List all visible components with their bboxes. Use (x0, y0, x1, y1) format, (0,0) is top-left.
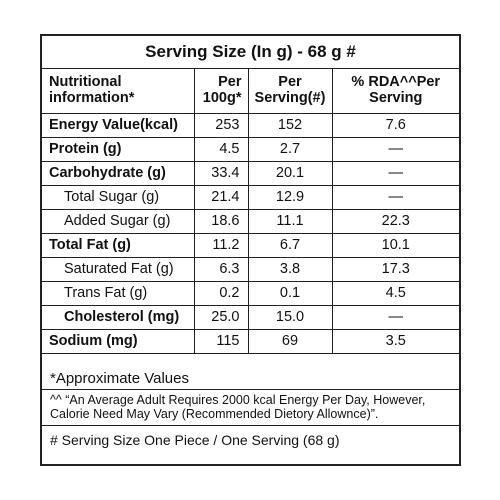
header-per-100g: Per 100g* (193, 68, 249, 114)
row-rda: — (331, 160, 459, 186)
row-per-serving: 20.1 (247, 160, 333, 186)
row-per-100g: 21.4 (193, 184, 249, 210)
table-row: Total Fat (g) 11.2 6.7 10.1 (42, 232, 459, 258)
row-label: Carbohydrate (g) (42, 160, 195, 186)
table-row: Saturated Fat (g) 6.3 3.8 17.3 (42, 256, 459, 282)
row-label: Energy Value(kcal) (42, 112, 195, 138)
row-label: Trans Fat (g) (42, 280, 195, 306)
header-col2-line1: Per (278, 74, 302, 91)
row-per-100g: 0.2 (193, 280, 249, 306)
serving-size-title: Serving Size (In g) - 68 g # (42, 36, 459, 69)
row-label: Total Fat (g) (42, 232, 195, 258)
row-rda: — (331, 304, 459, 330)
row-per-100g: 4.5 (193, 136, 249, 162)
header-per-serving: Per Serving(#) (247, 68, 333, 114)
row-per-serving: 152 (247, 112, 333, 138)
row-per-serving: 11.1 (247, 208, 333, 234)
row-label: Sodium (mg) (42, 328, 195, 354)
table-row: Added Sugar (g) 18.6 11.1 22.3 (42, 208, 459, 234)
row-label: Total Sugar (g) (42, 184, 195, 210)
table-row: Carbohydrate (g) 33.4 20.1 — (42, 160, 459, 186)
table-row: Trans Fat (g) 0.2 0.1 4.5 (42, 280, 459, 306)
row-rda: 7.6 (331, 112, 459, 138)
table-header-row: Nutritional information* Per 100g* Per S… (42, 68, 459, 114)
header-rda-per-serving: % RDA^^Per Serving (331, 68, 459, 114)
row-per-serving: 12.9 (247, 184, 333, 210)
table-row: Total Sugar (g) 21.4 12.9 — (42, 184, 459, 210)
row-per-serving: 0.1 (247, 280, 333, 306)
row-rda: 4.5 (331, 280, 459, 306)
row-per-100g: 11.2 (193, 232, 249, 258)
row-label: Protein (g) (42, 136, 195, 162)
approximate-values-note: *Approximate Values (42, 368, 459, 390)
row-per-serving: 2.7 (247, 136, 333, 162)
row-rda: — (331, 136, 459, 162)
table-row: Protein (g) 4.5 2.7 — (42, 136, 459, 162)
row-per-serving: 6.7 (247, 232, 333, 258)
row-rda: 17.3 (331, 256, 459, 282)
table-row: Sodium (mg) 115 69 3.5 (42, 328, 459, 354)
header-col0-line1: Nutritional (49, 74, 122, 91)
row-per-100g: 253 (193, 112, 249, 138)
row-per-serving: 3.8 (247, 256, 333, 282)
header-col3-line1: % RDA^^Per (351, 74, 441, 91)
row-rda: 10.1 (331, 232, 459, 258)
row-per-100g: 115 (193, 328, 249, 354)
row-label: Saturated Fat (g) (42, 256, 195, 282)
row-per-serving: 15.0 (247, 304, 333, 330)
row-rda: 22.3 (331, 208, 459, 234)
row-per-100g: 33.4 (193, 160, 249, 186)
row-rda: 3.5 (331, 328, 459, 354)
row-per-100g: 18.6 (193, 208, 249, 234)
serving-size-note: # Serving Size One Piece / One Serving (… (50, 432, 340, 448)
row-per-serving: 69 (247, 328, 333, 354)
header-col0-line2: information* (49, 90, 135, 107)
footnotes: *Approximate Values ^^ “An Average Adult… (42, 368, 459, 454)
row-label: Added Sugar (g) (42, 208, 195, 234)
rda-note: ^^ “An Average Adult Requires 2000 kcal … (42, 390, 459, 426)
table-row: Cholesterol (mg) 25.0 15.0 — (42, 304, 459, 330)
header-col3-line2: Serving (369, 90, 423, 107)
table-row: Energy Value(kcal) 253 152 7.6 (42, 112, 459, 138)
header-nutritional-information: Nutritional information* (42, 68, 195, 114)
nutrition-facts-panel: Serving Size (In g) - 68 g # Nutritional… (40, 34, 461, 466)
header-col1-line1: Per (218, 74, 242, 91)
row-per-100g: 6.3 (193, 256, 249, 282)
row-per-100g: 25.0 (193, 304, 249, 330)
header-col2-line2: Serving(#) (254, 90, 326, 107)
row-rda: — (331, 184, 459, 210)
row-label: Cholesterol (mg) (42, 304, 195, 330)
nutrition-table: Nutritional information* Per 100g* Per S… (42, 68, 459, 354)
header-col1-line2: 100g* (202, 90, 242, 107)
